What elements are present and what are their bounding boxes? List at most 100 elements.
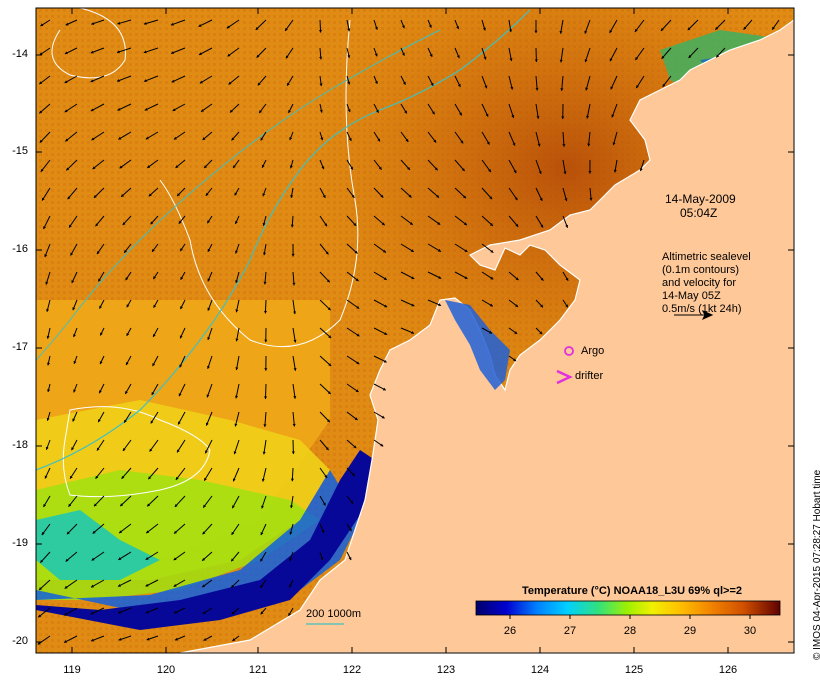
velocity-arrow-head bbox=[255, 26, 259, 30]
x-tick-label: 126 bbox=[718, 664, 738, 676]
velocity-arrow-head bbox=[430, 82, 434, 86]
velocity-arrow-head bbox=[431, 111, 435, 115]
velocity-arrow-head bbox=[227, 53, 231, 57]
velocity-arrow-head bbox=[64, 51, 68, 55]
velocity-arrow-head bbox=[347, 109, 351, 113]
velocity-arrow-head bbox=[429, 53, 433, 57]
velocity-arrow-head bbox=[587, 143, 591, 147]
velocity-arrow-head bbox=[117, 50, 120, 54]
velocity-arrow-head bbox=[153, 276, 157, 280]
velocity-arrow-head bbox=[90, 584, 94, 588]
velocity-arrow-head bbox=[232, 478, 236, 482]
velocity-arrow-head bbox=[202, 137, 206, 141]
velocity-arrow-head bbox=[90, 50, 94, 54]
velocity-arrow-head bbox=[321, 529, 325, 533]
velocity-arrow-head bbox=[355, 278, 359, 282]
x-tick-label: 121 bbox=[248, 664, 268, 676]
velocity-arrows bbox=[37, 19, 780, 645]
velocity-arrow-head bbox=[772, 26, 775, 30]
velocity-arrow-head bbox=[45, 446, 49, 450]
velocity-arrow-head bbox=[41, 532, 45, 536]
velocity-arrow-head bbox=[488, 330, 492, 334]
velocity-arrow-head bbox=[687, 27, 691, 31]
velocity-arrow-head bbox=[559, 59, 563, 63]
velocity-arrow-head bbox=[117, 21, 121, 25]
velocity-arrow-head bbox=[72, 418, 76, 422]
velocity-arrow-head bbox=[464, 276, 468, 279]
velocity-arrow-head bbox=[322, 194, 326, 198]
isobath-1000m bbox=[35, 29, 441, 361]
velocity-arrow-head bbox=[39, 110, 43, 114]
velocity-arrow-head bbox=[46, 335, 50, 339]
velocity-arrow-head bbox=[404, 110, 407, 114]
velocity-arrow-head bbox=[609, 29, 613, 33]
velocity-arrow-head bbox=[610, 86, 614, 90]
velocity-arrow-head bbox=[180, 276, 184, 280]
velocity-arrow-head bbox=[539, 197, 543, 201]
colorbar-tick-label: 26 bbox=[503, 625, 517, 637]
velocity-arrow-head bbox=[508, 29, 513, 33]
velocity-arrow-head bbox=[125, 362, 129, 366]
velocity-arrow-head bbox=[71, 447, 75, 451]
velocity-arrow-head bbox=[39, 587, 42, 591]
velocity-arrow-head bbox=[235, 280, 239, 284]
velocity-arrow-head bbox=[201, 108, 205, 112]
velocity-arrow-head bbox=[235, 309, 239, 313]
velocity-arrow-head bbox=[202, 531, 206, 535]
x-tick-label: 125 bbox=[624, 664, 644, 676]
velocity-arrow-head bbox=[634, 28, 638, 32]
velocity-arrow-head bbox=[121, 194, 125, 197]
velocity-arrow-head bbox=[198, 24, 202, 27]
velocity-arrow-head bbox=[64, 612, 68, 616]
velocity-arrow-head bbox=[660, 27, 664, 31]
sealevel-contour-1 bbox=[51, 7, 126, 79]
velocity-arrow-head bbox=[408, 194, 412, 198]
credit-text: © IMOS 04-Apr-2015 07:28:27 Hobart time bbox=[812, 469, 820, 660]
velocity-arrow-head bbox=[64, 585, 68, 589]
velocity-arrow-head bbox=[489, 196, 493, 200]
velocity-arrow-head bbox=[69, 224, 72, 228]
velocity-arrow-head bbox=[535, 87, 539, 91]
velocity-arrow-head bbox=[290, 224, 294, 228]
velocity-arrow-head bbox=[94, 503, 97, 507]
velocity-arrow-head bbox=[235, 338, 239, 342]
velocity-arrow-head bbox=[290, 478, 294, 482]
velocity-arrow-head bbox=[232, 638, 236, 641]
velocity-arrow-head bbox=[100, 332, 103, 336]
velocity-arrow-head bbox=[464, 249, 468, 252]
velocity-arrow-head bbox=[204, 477, 207, 481]
velocity-arrow-head bbox=[353, 222, 357, 226]
velocity-arrow-head bbox=[144, 107, 148, 111]
velocity-arrow-head bbox=[71, 280, 75, 284]
velocity-arrow-head bbox=[378, 166, 382, 170]
velocity-arrow-head bbox=[73, 360, 77, 364]
velocity-arrow-head bbox=[351, 473, 355, 476]
velocity-arrow-head bbox=[92, 530, 96, 534]
velocity-arrow-head bbox=[148, 193, 152, 197]
velocity-arrow-head bbox=[534, 30, 538, 34]
x-tick-label: 120 bbox=[156, 664, 176, 676]
velocity-arrow-head bbox=[98, 419, 101, 423]
velocity-arrow-head bbox=[122, 447, 126, 451]
velocity-arrow-head bbox=[118, 557, 122, 560]
velocity-arrow-head bbox=[437, 221, 441, 225]
velocity-arrow-head bbox=[66, 531, 70, 535]
depth-legend-label: 200 1000m bbox=[306, 608, 362, 620]
sealevel-contour-3 bbox=[62, 406, 211, 498]
velocity-arrow-head bbox=[91, 137, 95, 141]
sst-patch-coast bbox=[445, 300, 510, 390]
velocity-arrow-head bbox=[124, 249, 128, 253]
info-line: 14-May 05Z bbox=[662, 290, 721, 302]
velocity-arrow-head bbox=[118, 136, 122, 140]
velocity-arrow-head bbox=[375, 109, 379, 113]
info-line: and velocity for bbox=[662, 277, 736, 289]
velocity-arrow-head bbox=[383, 277, 387, 280]
velocity-arrow-head bbox=[44, 254, 48, 258]
velocity-arrow-head bbox=[325, 447, 329, 451]
velocity-arrow-head bbox=[174, 530, 177, 534]
velocity-arrow-head bbox=[457, 83, 461, 87]
velocity-arrow-head bbox=[411, 276, 415, 280]
velocity-arrow-head bbox=[287, 82, 290, 86]
velocity-arrow-head bbox=[232, 505, 235, 509]
velocity-arrow-head bbox=[459, 112, 462, 116]
